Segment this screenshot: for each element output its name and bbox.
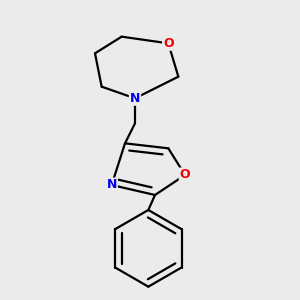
Text: N: N <box>106 178 117 191</box>
Text: N: N <box>130 92 140 105</box>
Text: O: O <box>180 169 190 182</box>
Text: O: O <box>163 37 174 50</box>
